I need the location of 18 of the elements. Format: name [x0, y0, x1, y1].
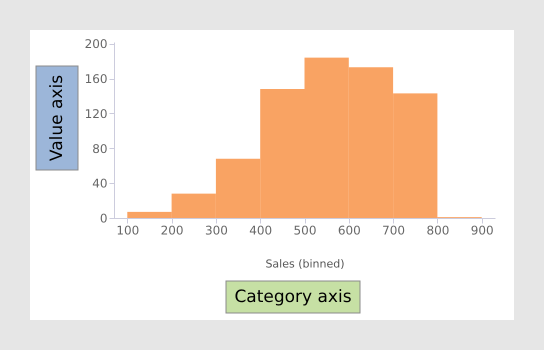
text: Value axis [47, 74, 67, 162]
y-tick-label: 40 [92, 176, 108, 191]
x-tick-label: 600 [338, 224, 361, 238]
y-tick-label: 0 [100, 212, 108, 226]
x-tick-label: 800 [426, 224, 450, 238]
x-tick-label: 900 [470, 224, 494, 238]
y-tick-label: 80 [92, 142, 108, 156]
y-tick-label: 160 [84, 72, 108, 86]
y-tick-label: 120 [84, 106, 108, 121]
x-tick-label: 100 [116, 224, 140, 238]
x-axis-title: Sales (binned) [265, 258, 345, 270]
text: Category axis [234, 287, 352, 307]
x-tick-label: 400 [249, 224, 272, 238]
x-tick-label: 200 [160, 224, 184, 238]
x-tick-label: 500 [294, 224, 316, 238]
x-tick-label: 700 [382, 224, 406, 238]
x-tick-label: 300 [204, 224, 228, 238]
y-tick-label: 200 [84, 37, 108, 52]
